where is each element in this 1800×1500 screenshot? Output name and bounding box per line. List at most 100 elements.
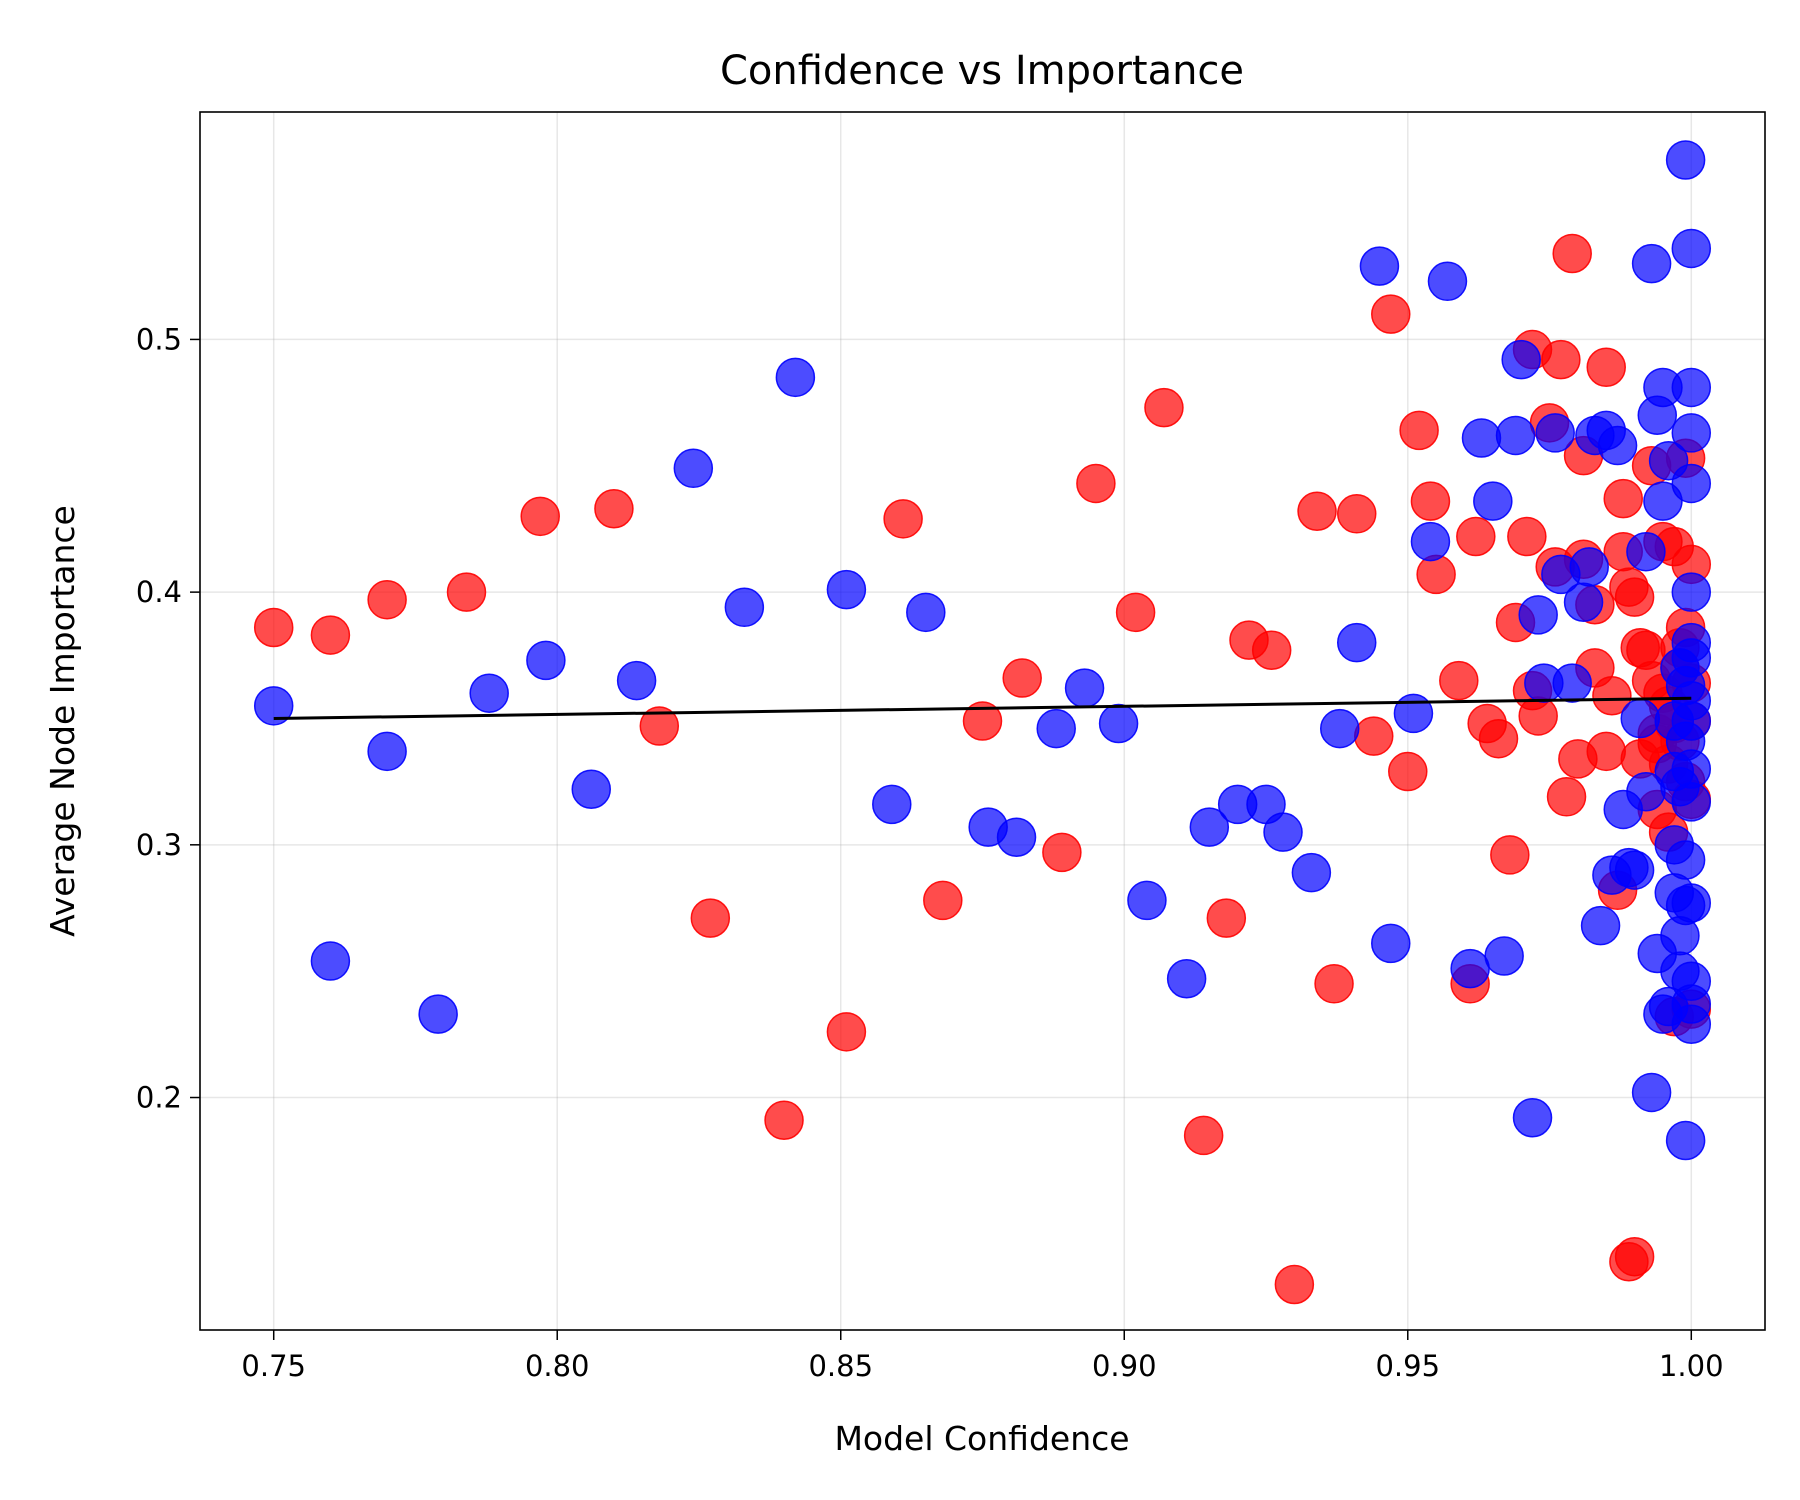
red-data-point bbox=[446, 572, 487, 612]
blue-data-point bbox=[1671, 782, 1712, 822]
blue-data-point bbox=[826, 569, 867, 610]
red-data-point bbox=[1478, 718, 1519, 759]
blue-data-point bbox=[1036, 708, 1076, 749]
blue-data-point bbox=[724, 587, 765, 628]
blue-data-point bbox=[571, 769, 611, 809]
red-data-point bbox=[1144, 387, 1184, 428]
blue-data-point bbox=[1495, 415, 1536, 456]
red-data-point bbox=[1490, 835, 1530, 875]
red-data-point bbox=[1251, 630, 1292, 670]
blue-data-point bbox=[872, 784, 912, 825]
blue-data-point bbox=[1580, 905, 1621, 946]
blue-data-point bbox=[1631, 243, 1672, 284]
blue-data-point bbox=[775, 357, 816, 398]
blue-data-point bbox=[1291, 852, 1332, 893]
red-data-point bbox=[962, 701, 1003, 741]
blue-data-point bbox=[253, 686, 294, 726]
red-data-point bbox=[923, 880, 963, 921]
red-data-point bbox=[367, 579, 407, 620]
x-tick-label: 0.95 bbox=[1375, 1349, 1440, 1383]
y-tick-label: 0.5 bbox=[136, 322, 182, 356]
blue-data-point bbox=[1336, 622, 1377, 663]
red-data-point bbox=[883, 499, 923, 539]
blue-data-point bbox=[1427, 261, 1468, 302]
blue-data-point bbox=[1671, 572, 1712, 612]
blue-data-point bbox=[1597, 425, 1638, 466]
blue-data-point bbox=[1671, 463, 1712, 504]
blue-data-point bbox=[1518, 595, 1558, 635]
red-data-point bbox=[253, 607, 294, 648]
red-data-point bbox=[1614, 1236, 1655, 1277]
red-data-point bbox=[520, 496, 560, 537]
red-data-point bbox=[1183, 1115, 1224, 1156]
blue-data-point bbox=[1671, 367, 1712, 408]
blue-data-point bbox=[1552, 663, 1592, 703]
blue-data-point bbox=[1319, 708, 1360, 749]
data-points bbox=[253, 140, 1712, 1305]
red-data-point bbox=[1507, 516, 1547, 557]
red-data-point bbox=[1354, 716, 1394, 756]
blue-data-point bbox=[1535, 413, 1575, 453]
red-data-point bbox=[764, 1100, 804, 1141]
blue-data-point bbox=[1410, 521, 1451, 562]
blue-data-point bbox=[996, 817, 1037, 857]
blue-data-point bbox=[1450, 948, 1490, 989]
blue-data-point bbox=[906, 592, 946, 633]
blue-data-point bbox=[1064, 668, 1105, 708]
blue-data-point bbox=[1569, 547, 1609, 587]
blue-data-point bbox=[1484, 936, 1524, 976]
red-data-point bbox=[639, 706, 680, 746]
y-axis-label: Average Node Importance bbox=[43, 505, 82, 937]
red-data-point bbox=[826, 1012, 867, 1052]
x-axis-label: Model Confidence bbox=[834, 1419, 1129, 1458]
trendline-group bbox=[273, 696, 1692, 720]
red-data-point bbox=[1592, 675, 1632, 716]
blue-data-point bbox=[1671, 638, 1712, 678]
plot-frame bbox=[199, 111, 1766, 1331]
red-data-point bbox=[1586, 347, 1626, 387]
red-data-point bbox=[310, 615, 351, 655]
trend-line bbox=[273, 696, 1692, 720]
x-tick-label: 1.00 bbox=[1659, 1349, 1724, 1383]
blue-data-point bbox=[1614, 850, 1655, 890]
red-data-point bbox=[1586, 731, 1626, 772]
blue-data-point bbox=[367, 731, 407, 772]
y-tick-label: 0.4 bbox=[136, 575, 182, 609]
x-tick-label: 0.75 bbox=[241, 1349, 306, 1383]
blue-data-point bbox=[526, 640, 566, 681]
blue-data-point bbox=[1671, 984, 1712, 1024]
x-axis-ticks: 0.75 0.80 0.85 0.90 0.95 1.00 bbox=[241, 1330, 1724, 1383]
x-tick-label: 0.85 bbox=[808, 1349, 873, 1383]
blue-data-point bbox=[673, 448, 714, 489]
red-data-point bbox=[1002, 658, 1042, 698]
blue-data-point bbox=[418, 994, 458, 1034]
red-data-point bbox=[1552, 233, 1592, 274]
red-data-point bbox=[1439, 660, 1479, 701]
blue-data-point bbox=[1671, 228, 1712, 269]
x-tick-label: 0.80 bbox=[525, 1349, 590, 1383]
red-data-point bbox=[1541, 339, 1581, 380]
y-axis-ticks: 0.2 0.3 0.4 0.5 bbox=[136, 322, 200, 1115]
blue-data-point bbox=[310, 941, 351, 981]
blue-data-point bbox=[1643, 481, 1683, 521]
red-data-point bbox=[1115, 592, 1156, 633]
red-data-point bbox=[1336, 494, 1377, 534]
y-tick-label: 0.3 bbox=[136, 828, 182, 862]
blue-data-point bbox=[1620, 698, 1661, 739]
blue-data-point bbox=[1461, 418, 1502, 458]
red-data-point bbox=[1314, 964, 1354, 1004]
red-data-point bbox=[1371, 294, 1411, 334]
blue-data-point bbox=[1626, 531, 1666, 572]
red-data-point bbox=[1410, 481, 1451, 521]
blue-data-point bbox=[469, 673, 509, 713]
chart-title: Confidence vs Importance bbox=[720, 48, 1244, 94]
blue-data-point bbox=[1631, 1072, 1672, 1113]
blue-data-point bbox=[1665, 1120, 1706, 1161]
red-data-point bbox=[1297, 491, 1337, 532]
red-data-point bbox=[1042, 832, 1082, 873]
blue-data-point bbox=[1166, 959, 1207, 999]
red-data-point bbox=[1614, 577, 1655, 617]
red-data-point bbox=[1603, 478, 1643, 519]
blue-data-point bbox=[1654, 751, 1695, 792]
